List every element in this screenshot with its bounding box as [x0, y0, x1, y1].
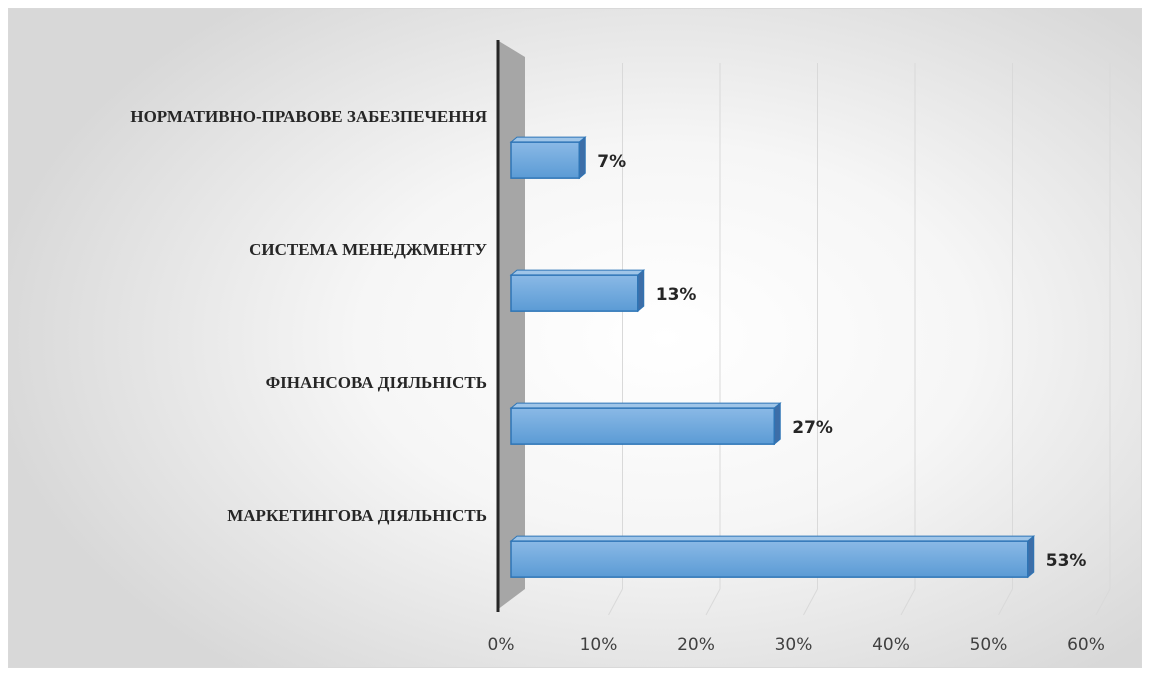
bar: [510, 540, 1029, 578]
back-wall: [496, 40, 525, 612]
gridlines: [608, 63, 1111, 616]
x-tick-label: 20%: [677, 635, 715, 655]
gridline-floor: [1095, 588, 1111, 616]
gridline-floor: [803, 588, 818, 616]
data-label: 13%: [656, 285, 697, 305]
data-label: 27%: [792, 418, 833, 438]
bar-side-face: [773, 402, 781, 446]
category-label: СИСТЕМА МЕНЕДЖМЕНТУ: [249, 240, 487, 259]
x-tick-label: 50%: [970, 635, 1008, 655]
x-tick-label: 60%: [1067, 635, 1105, 655]
x-tick-label: 30%: [775, 635, 813, 655]
gridline-floor: [705, 588, 721, 616]
bar-side-face: [1027, 535, 1035, 579]
category-label: НОРМАТИВНО-ПРАВОВЕ ЗАБЕЗПЕЧЕННЯ: [130, 107, 487, 126]
labels: НОРМАТИВНО-ПРАВОВЕ ЗАБЕЗПЕЧЕННЯ 7% СИСТЕМА…: [130, 107, 1105, 655]
x-tick-label: 10%: [580, 635, 618, 655]
side-wall: [497, 40, 525, 610]
bars: [509, 136, 1036, 579]
bar: [510, 274, 639, 312]
data-label: 53%: [1046, 551, 1087, 571]
bar: [510, 141, 580, 179]
bar: [510, 407, 775, 445]
gridline-floor: [608, 588, 623, 616]
data-label: 7%: [597, 152, 626, 172]
category-label: МАРКЕТИНГОВА ДІЯЛЬНІСТЬ: [227, 506, 487, 525]
gridline-floor: [900, 588, 916, 616]
x-tick-label: 40%: [872, 635, 910, 655]
gridline-floor: [998, 588, 1013, 616]
x-tick-label: 0%: [488, 635, 515, 655]
bar-side-face: [578, 136, 586, 180]
category-label: ФІНАНСОВА ДІЯЛЬНІСТЬ: [266, 373, 487, 392]
bar-side-face: [637, 269, 645, 313]
